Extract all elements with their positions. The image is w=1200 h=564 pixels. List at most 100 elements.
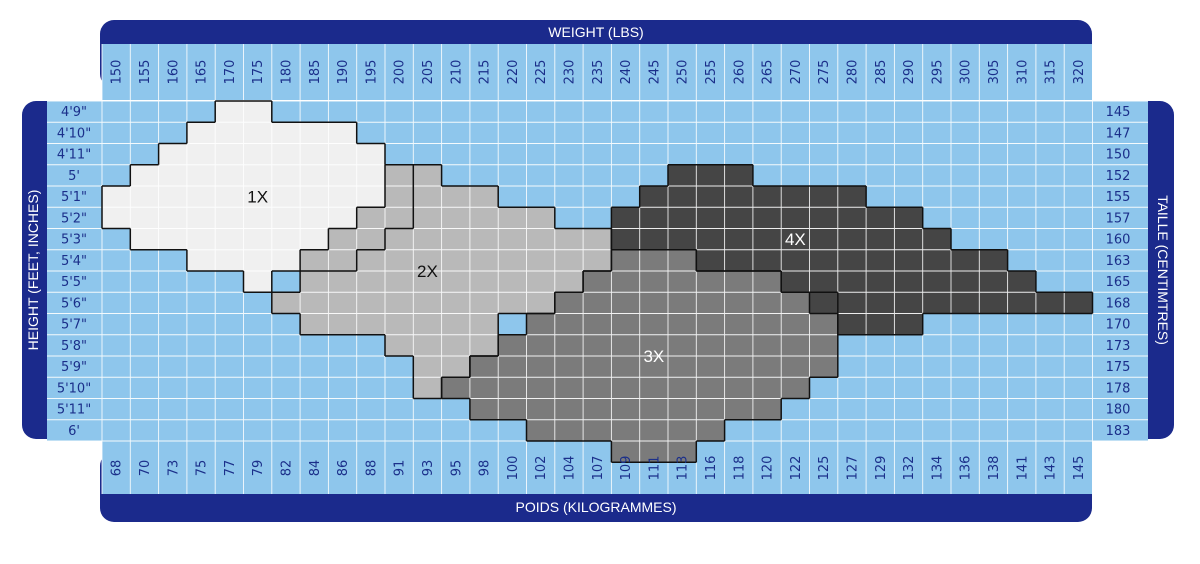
tick-weight-lbs: 210 — [449, 60, 464, 85]
tick-weight-lbs: 150 — [110, 60, 125, 85]
tick-height-cm: 170 — [1106, 318, 1131, 333]
tick-weight-kg: 70 — [138, 460, 153, 477]
tick-weight-lbs: 240 — [619, 60, 634, 85]
bottom-panel — [102, 441, 1092, 494]
tick-height-cm: 145 — [1106, 105, 1131, 120]
tick-weight-lbs: 245 — [647, 60, 662, 85]
tick-height-ft: 5'11" — [57, 403, 91, 418]
tick-weight-lbs: 155 — [138, 60, 153, 85]
tick-height-ft: 5'8" — [61, 339, 87, 354]
tick-weight-kg: 91 — [393, 460, 408, 477]
zone-4x-row — [611, 207, 923, 229]
zone-1x-row — [102, 186, 414, 208]
zone-3x-row — [441, 377, 810, 399]
tick-weight-kg: 134 — [930, 456, 945, 481]
tick-weight-kg: 104 — [562, 456, 577, 481]
tick-weight-kg: 122 — [789, 456, 804, 481]
tick-height-cm: 175 — [1106, 360, 1131, 375]
zone-label-2x: 2X — [417, 262, 438, 281]
tick-weight-kg: 120 — [761, 456, 776, 481]
zone-1x-row — [243, 271, 272, 293]
zone-1x-row — [102, 207, 414, 229]
tick-height-ft: 5'9" — [61, 360, 87, 375]
zone-4x-outline — [610, 164, 1094, 336]
tick-weight-lbs: 225 — [534, 60, 549, 85]
tick-weight-kg: 68 — [110, 460, 125, 477]
tick-height-ft: 5' — [68, 169, 80, 184]
tick-weight-kg: 88 — [364, 460, 379, 477]
tick-weight-lbs: 305 — [987, 60, 1002, 85]
tick-height-cm: 178 — [1106, 381, 1131, 396]
tick-weight-kg: 113 — [676, 456, 691, 481]
right-axis-title: TAILLE (CENTIMTRES) — [1155, 195, 1171, 345]
zone-3x-row — [526, 313, 838, 335]
outline-layer — [101, 100, 1094, 463]
tick-height-ft: 6' — [68, 424, 80, 439]
tick-weight-lbs: 275 — [817, 60, 832, 85]
tick-height-cm: 155 — [1106, 190, 1131, 205]
tick-weight-lbs: 160 — [166, 60, 181, 85]
tick-weight-kg: 118 — [732, 456, 747, 481]
zone-label-1x: 1X — [247, 188, 268, 207]
tick-weight-lbs: 200 — [393, 60, 408, 85]
tick-weight-lbs: 310 — [1015, 60, 1030, 85]
zone-1x-row — [130, 228, 385, 250]
tick-weight-lbs: 280 — [845, 60, 860, 85]
zone-label-4x: 4X — [785, 230, 806, 249]
tick-weight-kg: 100 — [506, 456, 521, 481]
tick-weight-lbs: 270 — [789, 60, 804, 85]
tick-height-ft: 5'10" — [57, 381, 91, 396]
tick-height-cm: 147 — [1106, 126, 1131, 141]
zone-3x-row — [611, 441, 697, 463]
tick-height-cm: 183 — [1106, 424, 1131, 439]
tick-weight-kg: 86 — [336, 460, 351, 477]
tick-weight-lbs: 180 — [279, 60, 294, 85]
tick-weight-kg: 98 — [478, 460, 493, 477]
tick-weight-kg: 77 — [223, 460, 238, 477]
left-axis-title: HEIGHT (FEET, INCHES) — [25, 190, 41, 351]
zone-1x-outline — [101, 100, 415, 293]
tick-weight-lbs: 175 — [251, 60, 266, 85]
tick-weight-lbs: 255 — [704, 60, 719, 85]
tick-height-cm: 163 — [1106, 254, 1131, 269]
tick-height-ft: 5'3" — [61, 233, 87, 248]
tick-height-cm: 165 — [1106, 275, 1131, 290]
tick-weight-lbs: 215 — [478, 60, 493, 85]
tick-weight-lbs: 260 — [732, 60, 747, 85]
tick-weight-lbs: 235 — [591, 60, 606, 85]
tick-weight-lbs: 300 — [959, 60, 974, 85]
tick-weight-kg: 82 — [279, 460, 294, 477]
zone-4x-row — [696, 249, 1008, 271]
tick-weight-kg: 136 — [959, 456, 974, 481]
tick-weight-lbs: 190 — [336, 60, 351, 85]
tick-height-ft: 5'4" — [61, 254, 87, 269]
tick-weight-kg: 79 — [251, 460, 266, 477]
tick-weight-kg: 145 — [1072, 456, 1087, 481]
tick-weight-kg: 107 — [591, 456, 606, 481]
tick-height-ft: 5'2" — [61, 211, 87, 226]
zone-2x-row — [356, 207, 555, 229]
tick-height-ft: 5'1" — [61, 190, 87, 205]
tick-height-ft: 4'10" — [57, 126, 91, 141]
zone-2x-row — [300, 249, 612, 271]
zone-4x-row — [781, 271, 1036, 293]
tick-height-ft: 5'6" — [61, 296, 87, 311]
tick-height-ft: 4'9" — [61, 105, 87, 120]
tick-height-cm: 157 — [1106, 211, 1131, 226]
zone-3x-row — [611, 249, 697, 271]
tick-weight-lbs: 195 — [364, 60, 379, 85]
tick-weight-kg: 138 — [987, 456, 1002, 481]
tick-height-cm: 173 — [1106, 339, 1131, 354]
tick-weight-lbs: 295 — [930, 60, 945, 85]
tick-height-cm: 168 — [1106, 296, 1131, 311]
tick-weight-lbs: 250 — [676, 60, 691, 85]
tick-weight-lbs: 265 — [761, 60, 776, 85]
tick-height-ft: 5'7" — [61, 318, 87, 333]
tick-height-cm: 180 — [1106, 403, 1131, 418]
zone-4x-row — [668, 164, 753, 186]
zone-2x-row — [413, 377, 442, 399]
tick-weight-kg: 143 — [1044, 456, 1059, 481]
tick-height-ft: 4'11" — [57, 148, 91, 163]
tick-weight-kg: 75 — [195, 460, 210, 477]
